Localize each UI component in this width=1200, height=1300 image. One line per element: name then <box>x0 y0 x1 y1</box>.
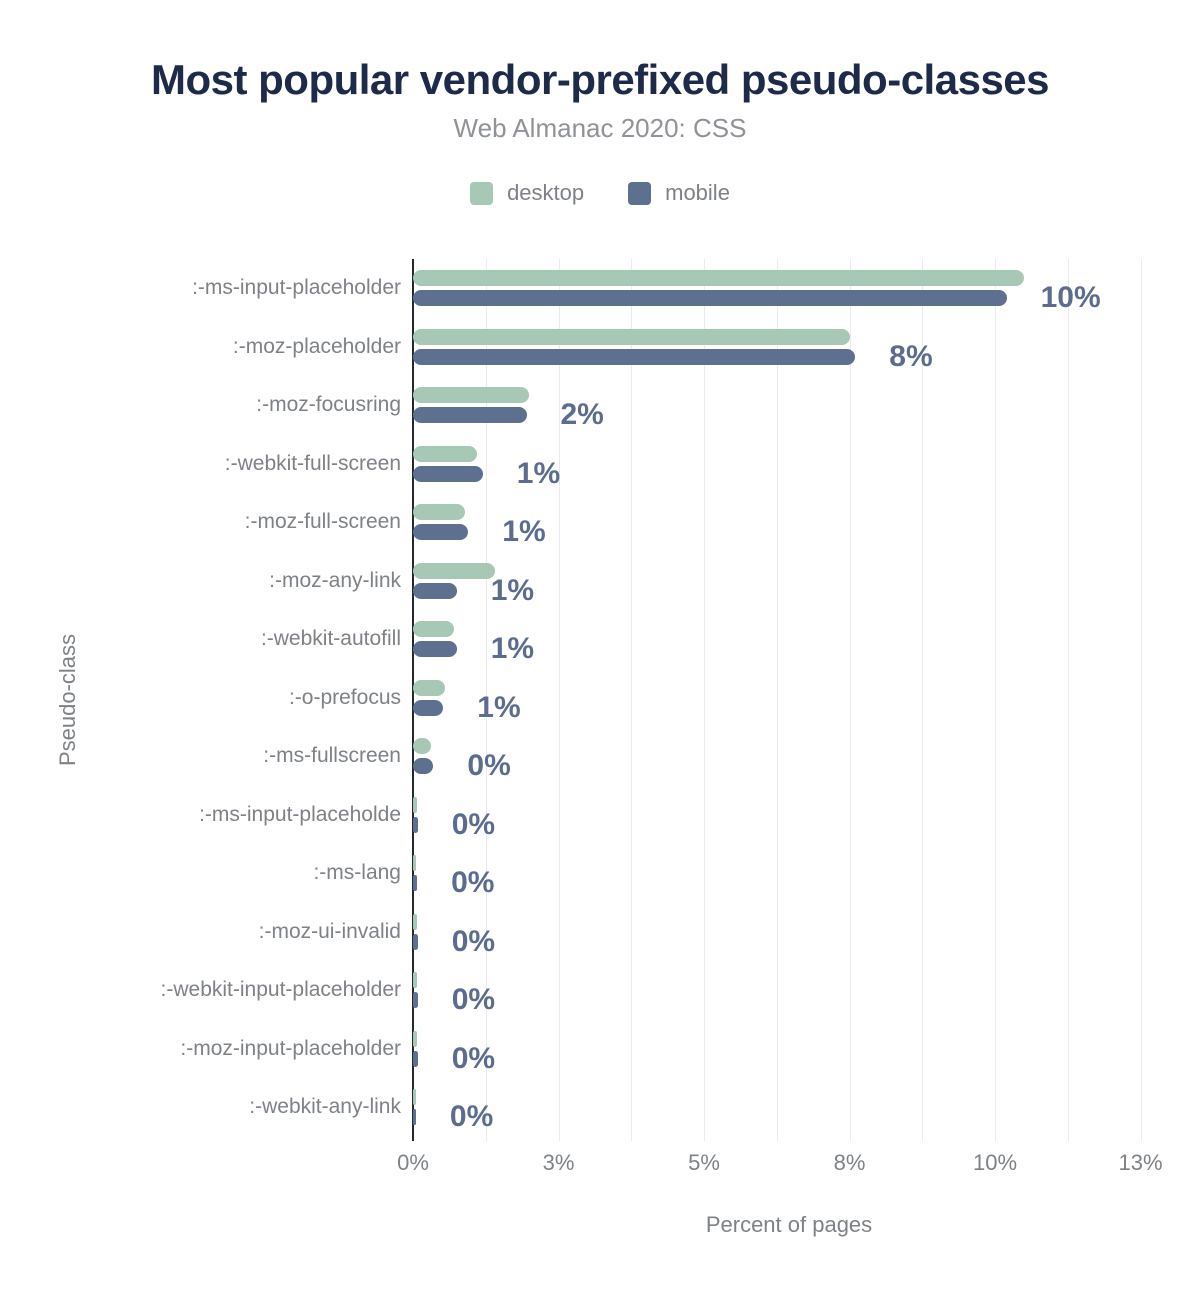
bar-mobile--moz-placeholder[interactable] <box>413 348 856 365</box>
legend-swatch-mobile <box>628 181 652 205</box>
value-label: 0% <box>451 866 495 900</box>
bar-mobile--ms-input-placeholder[interactable] <box>413 290 1007 307</box>
y-axis-label: :-moz-input-placeholder <box>180 1036 401 1060</box>
x-axis-tick: 3% <box>542 1150 575 1175</box>
y-axis-label: :-moz-any-link <box>269 568 401 592</box>
bar-mobile--webkit-any-link[interactable] <box>413 1109 416 1126</box>
bar-mobile--ms-fullscreen[interactable] <box>413 758 434 775</box>
y-axis-label: :-webkit-autofill <box>260 627 401 651</box>
gridline <box>995 259 996 1141</box>
bar-mobile--moz-ui-invalid[interactable] <box>413 933 418 950</box>
value-label: 1% <box>516 456 561 490</box>
value-label: 1% <box>502 515 546 549</box>
legend: desktop mobile <box>0 180 1200 206</box>
bar-mobile--moz-input-placeholder[interactable] <box>413 1050 418 1067</box>
bar-mobile--ms-lang[interactable] <box>413 875 418 892</box>
bar-desktop--ms-lang[interactable] <box>413 855 416 872</box>
value-label: 2% <box>560 398 604 432</box>
bar-mobile--webkit-autofill[interactable] <box>413 641 457 658</box>
bar-mobile--webkit-full-screen[interactable] <box>413 465 483 482</box>
y-axis-title: Pseudo-class <box>55 633 80 767</box>
legend-item-desktop[interactable]: desktop <box>470 180 584 206</box>
value-label: 0% <box>451 924 496 958</box>
value-label: 0% <box>467 749 511 783</box>
bar-mobile--o-prefocus[interactable] <box>413 699 444 716</box>
bar-mobile--moz-focusring[interactable] <box>413 407 527 424</box>
legend-label: desktop <box>507 180 585 205</box>
gridline <box>849 259 851 1141</box>
y-axis-label: :-ms-lang <box>313 861 401 885</box>
chart-subtitle: Web Almanac 2020: CSS <box>453 113 747 143</box>
y-axis-label: :-ms-input-placeholde <box>199 802 401 826</box>
value-label: 0% <box>449 1100 494 1134</box>
y-axis-line <box>412 259 414 1141</box>
plot-area: 10% 8% 2% 1% 1% 1% 1% 1% 0% 0% 0% 0% 0% 0% 0% <box>413 259 1165 1141</box>
gridline <box>1067 259 1069 1141</box>
y-axis-label: :-ms-fullscreen <box>263 744 401 768</box>
bar-mobile--ms-input-placeholde[interactable] <box>413 816 418 833</box>
bar-desktop--moz-ui-invalid[interactable] <box>413 913 417 930</box>
value-label: 1% <box>477 690 521 724</box>
y-axis-label: :-webkit-input-placeholder <box>160 978 401 1002</box>
bar-desktop--moz-input-placeholder[interactable] <box>413 1030 417 1047</box>
gridline <box>631 259 633 1141</box>
bar-desktop--ms-input-placeholde[interactable] <box>413 796 417 813</box>
value-label: 0% <box>451 983 496 1017</box>
x-axis-tick: 5% <box>688 1150 720 1175</box>
gridline <box>776 259 778 1141</box>
value-label: 1% <box>490 573 535 607</box>
gridline <box>1140 259 1142 1141</box>
legend-label: mobile <box>665 180 730 205</box>
chart-title: Most popular vendor-prefixed pseudo-clas… <box>150 56 1050 103</box>
y-axis-label: :-ms-input-placeholder <box>192 276 401 300</box>
bar-desktop--moz-any-link[interactable] <box>413 562 495 579</box>
gridline <box>485 259 487 1141</box>
y-axis-label: :-webkit-full-screen <box>224 451 401 475</box>
x-axis-title: Percent of pages <box>705 1212 873 1237</box>
bar-desktop--ms-fullscreen[interactable] <box>413 738 431 755</box>
bar-desktop--webkit-input-placeholder[interactable] <box>413 972 417 989</box>
bar-desktop--webkit-any-link[interactable] <box>413 1089 416 1106</box>
legend-swatch-desktop <box>470 181 494 205</box>
bar-desktop--moz-placeholder[interactable] <box>413 328 850 345</box>
value-label: 1% <box>490 632 535 666</box>
gridline <box>558 259 560 1141</box>
value-label: 0% <box>451 1041 496 1075</box>
value-label: 10% <box>1040 281 1101 315</box>
gridline <box>922 259 924 1141</box>
bar-desktop--ms-input-placeholder[interactable] <box>413 270 1025 287</box>
gridline <box>704 259 705 1141</box>
y-axis-label: :-moz-placeholder <box>232 334 401 358</box>
y-axis-label: :-moz-full-screen <box>244 510 401 534</box>
value-label: 8% <box>889 339 933 373</box>
value-label: 0% <box>451 807 496 841</box>
x-axis-tick: 10% <box>972 1150 1018 1175</box>
bar-desktop--o-prefocus[interactable] <box>413 679 445 696</box>
y-axis-label: :-webkit-any-link <box>249 1095 401 1119</box>
bar-mobile--webkit-input-placeholder[interactable] <box>413 992 418 1009</box>
bar-desktop--moz-focusring[interactable] <box>413 387 530 404</box>
bar-desktop--webkit-full-screen[interactable] <box>413 445 477 462</box>
x-axis-tick: 0% <box>397 1150 429 1175</box>
y-axis-label: :-moz-focusring <box>256 393 401 417</box>
y-axis-label: :-moz-ui-invalid <box>258 919 401 943</box>
legend-item-mobile[interactable]: mobile <box>628 180 730 206</box>
bar-desktop--webkit-autofill[interactable] <box>413 621 454 638</box>
bar-mobile--moz-full-screen[interactable] <box>413 524 469 541</box>
bar-mobile--moz-any-link[interactable] <box>413 582 457 599</box>
x-axis-tick: 13% <box>1118 1150 1163 1175</box>
bar-desktop--moz-full-screen[interactable] <box>413 504 466 521</box>
x-axis-tick: 8% <box>833 1150 866 1175</box>
y-axis-label: :-o-prefocus <box>288 685 401 709</box>
